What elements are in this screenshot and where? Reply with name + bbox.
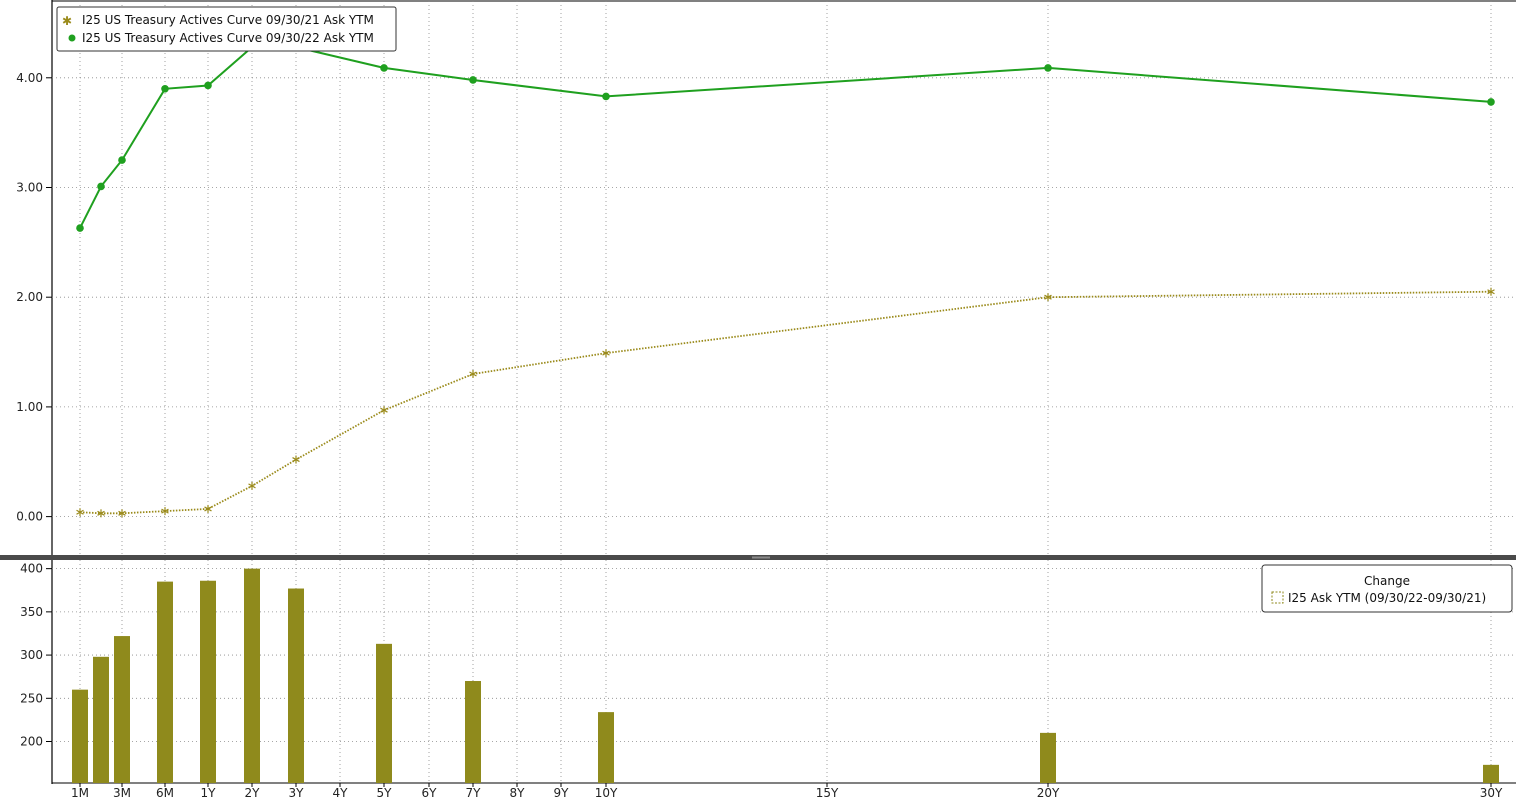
point-2022-6M (161, 84, 169, 93)
change-bar-3Y (288, 588, 304, 783)
x-tick-label: 6Y (422, 786, 438, 798)
bottom-legend: Change I25 Ask YTM (09/30/22-09/30/21) (1261, 564, 1513, 613)
x-tick-label: 15Y (816, 786, 839, 798)
y-tick-label-top: 3.00 (16, 180, 43, 194)
point-2021-20Y (1044, 293, 1052, 302)
x-tick-label: 6M (156, 786, 174, 798)
series-line-2022 (79, 46, 1492, 229)
change-bar-20Y (1040, 732, 1056, 783)
y-tick-label-bottom: 300 (20, 648, 43, 662)
point-2022-30Y (1487, 98, 1495, 106)
change-bars (72, 568, 1499, 783)
x-tick-label: 8Y (510, 786, 526, 798)
x-tick-label: 2Y (245, 786, 261, 798)
x-tick-label: 1Y (201, 786, 217, 798)
panel-divider-handle[interactable] (752, 556, 770, 559)
point-2021-7Y (469, 369, 477, 378)
change-bar-7Y (465, 681, 481, 783)
change-bar-2M (93, 656, 109, 783)
point-2022-20Y (1044, 64, 1052, 72)
point-2021-3M (118, 509, 126, 518)
asterisk-marker-icon: ✱ (62, 14, 72, 28)
change-bar-1Y (200, 580, 216, 783)
change-bar-5Y (376, 643, 392, 783)
yield-lines (76, 43, 1495, 518)
x-tick-label: 10Y (595, 786, 618, 798)
change-bar-3M (114, 636, 130, 783)
point-2022-10Y (602, 92, 610, 101)
legend-entry-change: I25 Ask YTM (09/30/22-09/30/21) (1288, 591, 1486, 605)
y-tick-label-top: 0.00 (16, 510, 43, 524)
y-tick-label-bottom: 250 (20, 691, 43, 705)
point-2021-10Y (602, 349, 610, 358)
point-2022-3M (118, 156, 126, 164)
point-2022-5Y (380, 64, 388, 72)
grid-lines (52, 1, 1516, 783)
point-2021-1M (76, 508, 84, 517)
x-tick-label: 3Y (289, 786, 305, 798)
x-tick-label: 30Y (1480, 786, 1503, 798)
y-tick-label-top: 4.00 (16, 71, 43, 85)
x-tick-label: 5Y (377, 786, 393, 798)
change-bar-1M (72, 689, 88, 783)
bottom-legend-title: Change (1364, 574, 1410, 588)
change-bar-2Y (244, 568, 260, 783)
x-tick-label: 4Y (333, 786, 349, 798)
point-2022-7Y (469, 76, 477, 84)
legend-entry-2021: I25 US Treasury Actives Curve 09/30/21 A… (82, 13, 374, 27)
point-2021-5Y (380, 406, 388, 415)
bar-swatch-icon (1271, 591, 1284, 604)
bottom-legend-box (1261, 564, 1513, 613)
series-line-2021 (79, 290, 1492, 515)
point-2022-2M (97, 182, 105, 191)
top-legend-box (56, 6, 397, 52)
change-bar-6M (157, 581, 173, 783)
point-2021-2Y (248, 481, 256, 490)
change-bar-30Y (1483, 764, 1499, 783)
x-tick-label: 7Y (466, 786, 482, 798)
y-tick-label-bottom: 350 (20, 605, 43, 619)
point-2021-30Y (1487, 287, 1495, 296)
y-tick-label-bottom: 200 (20, 735, 43, 749)
y-tick-label-top: 1.00 (16, 400, 43, 414)
point-2022-1M (76, 224, 84, 232)
point-2021-1Y (204, 504, 212, 513)
x-tick-label: 20Y (1037, 786, 1060, 798)
axis-tick-labels: 1M 3M 6M 1Y 2Y 3Y 4Y 5Y 6Y 7Y 8Y 9Y 10Y 15Y 20Y 30Y 0.00… (16, 71, 1503, 798)
x-tick-label: 3M (113, 786, 131, 798)
point-2021-6M (161, 507, 169, 516)
circle-marker-icon (68, 34, 76, 42)
y-tick-label-bottom: 400 (20, 562, 43, 576)
point-2021-2M (97, 509, 105, 518)
change-bar-10Y (598, 712, 614, 783)
y-tick-label-top: 2.00 (16, 290, 43, 304)
point-2022-1Y (204, 81, 212, 90)
x-tick-label: 9Y (554, 786, 570, 798)
point-2021-3Y (292, 455, 300, 464)
x-tick-label: 1M (71, 786, 89, 798)
legend-entry-2022: I25 US Treasury Actives Curve 09/30/22 A… (82, 31, 374, 45)
top-legend: ✱ I25 US Treasury Actives Curve 09/30/21… (56, 6, 397, 52)
